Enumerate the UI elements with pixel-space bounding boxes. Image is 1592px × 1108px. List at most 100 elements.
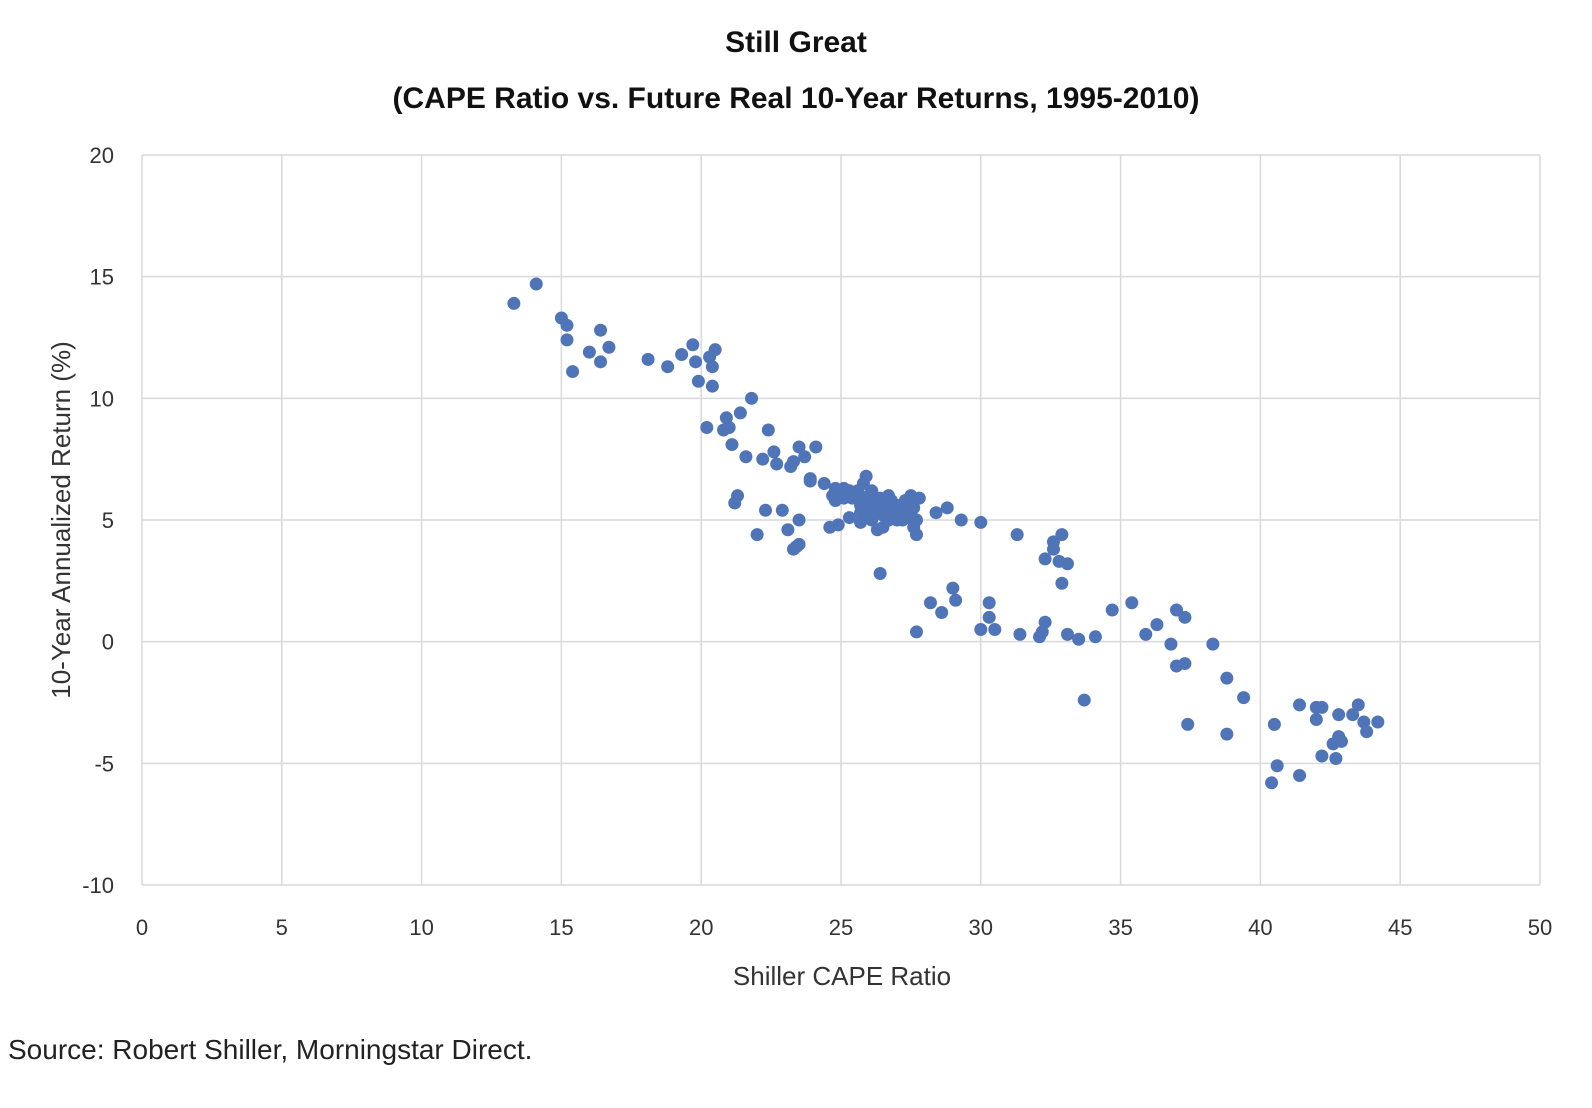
scatter-point (1164, 637, 1178, 651)
scatter-point (909, 528, 923, 542)
x-tick-labels: 0 5 10 15 20 25 30 35 40 45 50 (136, 915, 1552, 940)
scatter-point (1332, 708, 1346, 722)
scatter-point (873, 567, 887, 581)
scatter-point (705, 360, 719, 374)
scatter-point (1170, 603, 1184, 617)
x-tick-label: 40 (1248, 915, 1272, 940)
x-tick-label: 0 (136, 915, 148, 940)
scatter-point (912, 491, 926, 505)
scatter-point (708, 343, 722, 357)
scatter-point (1265, 776, 1279, 790)
x-tick-label: 50 (1528, 915, 1552, 940)
scatter-point (1013, 627, 1027, 641)
y-tick-label: 15 (90, 265, 114, 290)
scatter-point (1072, 632, 1086, 646)
scatter-point (1346, 708, 1360, 722)
scatter-point (792, 440, 806, 454)
scatter-point (1055, 576, 1069, 590)
scatter-point (705, 379, 719, 393)
scatter-point (909, 513, 923, 527)
scatter-point (974, 515, 988, 529)
scatter-point (566, 365, 580, 379)
scatter-point (940, 501, 954, 515)
scatter-point (1309, 713, 1323, 727)
scatter-point (745, 391, 759, 405)
scatter-point (982, 610, 996, 624)
x-tick-label: 15 (549, 915, 573, 940)
source-note: Source: Robert Shiller, Morningstar Dire… (8, 1034, 533, 1065)
scatter-point (974, 623, 988, 636)
x-tick-label: 20 (689, 915, 713, 940)
chart-subtitle: (CAPE Ratio vs. Future Real 10-Year Retu… (392, 82, 1200, 115)
scatter-point (1206, 637, 1220, 651)
scatter-point (1270, 759, 1284, 773)
scatter-point (602, 340, 616, 354)
y-tick-label: 20 (90, 143, 114, 168)
scatter-point (1371, 715, 1385, 729)
scatter-point (733, 406, 747, 420)
scatter-point (909, 625, 923, 639)
scatter-point (560, 333, 574, 347)
scatter-point (1088, 630, 1102, 644)
scatter-point (1351, 698, 1365, 712)
scatter-point (1315, 749, 1329, 763)
scatter-point (929, 506, 943, 520)
scatter-point (946, 581, 960, 595)
scatter-point (661, 360, 675, 374)
scatter-point (1220, 727, 1234, 741)
x-axis-label: Shiller CAPE Ratio (733, 961, 951, 991)
scatter-point (725, 438, 739, 452)
scatter-point (935, 605, 949, 619)
x-tick-label: 35 (1108, 915, 1132, 940)
scatter-point (1178, 610, 1192, 624)
scatter-point (750, 528, 764, 542)
scatter-point (949, 593, 963, 607)
scatter-point (761, 423, 775, 437)
scatter-point (689, 355, 703, 369)
scatter-point (770, 457, 784, 471)
scatter-point (1010, 528, 1024, 542)
y-tick-labels: -10 -5 0 5 10 15 20 (82, 143, 114, 898)
scatter-point (1237, 691, 1251, 705)
scatter-point (1077, 693, 1091, 707)
scatter-point (923, 596, 937, 610)
scatter-point (507, 296, 521, 310)
scatter-point (1046, 542, 1060, 556)
chart-title: Still Great (725, 26, 867, 59)
scatter-point (1055, 528, 1069, 542)
scatter-point (1293, 698, 1307, 712)
scatter-point (1038, 615, 1052, 629)
scatter-point (1334, 734, 1348, 748)
scatter-point (817, 477, 831, 490)
scatter-point (1360, 725, 1374, 739)
scatter-chart: 0 5 10 15 20 25 30 35 40 45 50 -10 -5 0 5 10 15 20 Shill… (46, 143, 1552, 991)
scatter-point (798, 450, 812, 464)
scatter-point (1178, 657, 1192, 671)
x-tick-label: 30 (969, 915, 993, 940)
scatter-point (560, 318, 574, 332)
x-tick-label: 10 (409, 915, 433, 940)
scatter-point (582, 345, 596, 359)
scatter-point (675, 348, 689, 362)
scatter-point (686, 338, 700, 352)
scatter-point (1293, 769, 1307, 782)
scatter-point (859, 469, 873, 483)
y-axis-label: 10-Year Annualized Return (%) (46, 341, 76, 698)
x-tick-label: 5 (276, 915, 288, 940)
scatter-point (594, 323, 608, 337)
scatter-point (691, 374, 705, 388)
x-tick-label: 45 (1388, 915, 1412, 940)
scatter-point (1315, 700, 1329, 714)
data-points (507, 277, 1385, 790)
scatter-point (1060, 557, 1074, 571)
scatter-point (739, 450, 753, 464)
scatter-point (1060, 627, 1074, 641)
x-tick-label: 25 (829, 915, 853, 940)
scatter-point (1150, 618, 1164, 632)
scatter-point (775, 503, 789, 517)
scatter-point (1267, 717, 1281, 731)
scatter-point (731, 489, 745, 503)
scatter-point (1139, 627, 1153, 641)
scatter-point (594, 355, 608, 369)
scatter-point (781, 523, 795, 537)
